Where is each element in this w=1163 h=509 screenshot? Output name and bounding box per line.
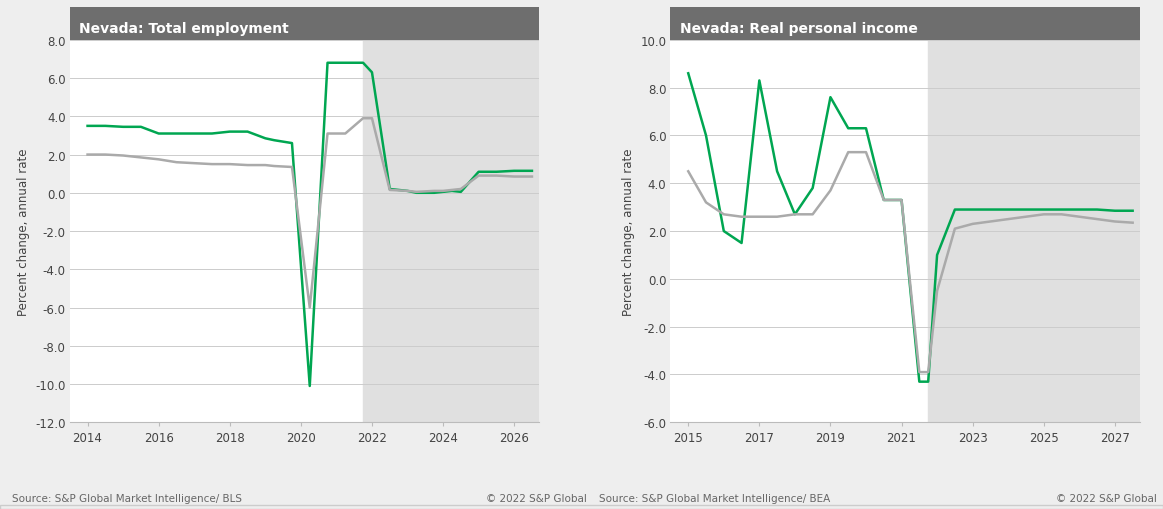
Legend: Nevada, US: Nevada, US: [214, 500, 395, 509]
Text: Nevada: Real personal income: Nevada: Real personal income: [679, 22, 918, 36]
Text: Source: S&P Global Market Intelligence/ BLS: Source: S&P Global Market Intelligence/ …: [12, 493, 242, 503]
Text: Nevada: Total employment: Nevada: Total employment: [79, 22, 288, 36]
Y-axis label: Percent change, annual rate: Percent change, annual rate: [16, 148, 29, 315]
Text: © 2022 S&P Global: © 2022 S&P Global: [486, 493, 587, 503]
Bar: [928, 41, 1140, 422]
Text: Source: S&P Global Market Intelligence/ BEA: Source: S&P Global Market Intelligence/ …: [599, 493, 830, 503]
Text: © 2022 S&P Global: © 2022 S&P Global: [1056, 493, 1157, 503]
Bar: [363, 41, 540, 422]
Y-axis label: Percent change, annual rate: Percent change, annual rate: [622, 148, 635, 315]
Legend: Nevada, US: Nevada, US: [814, 500, 996, 509]
